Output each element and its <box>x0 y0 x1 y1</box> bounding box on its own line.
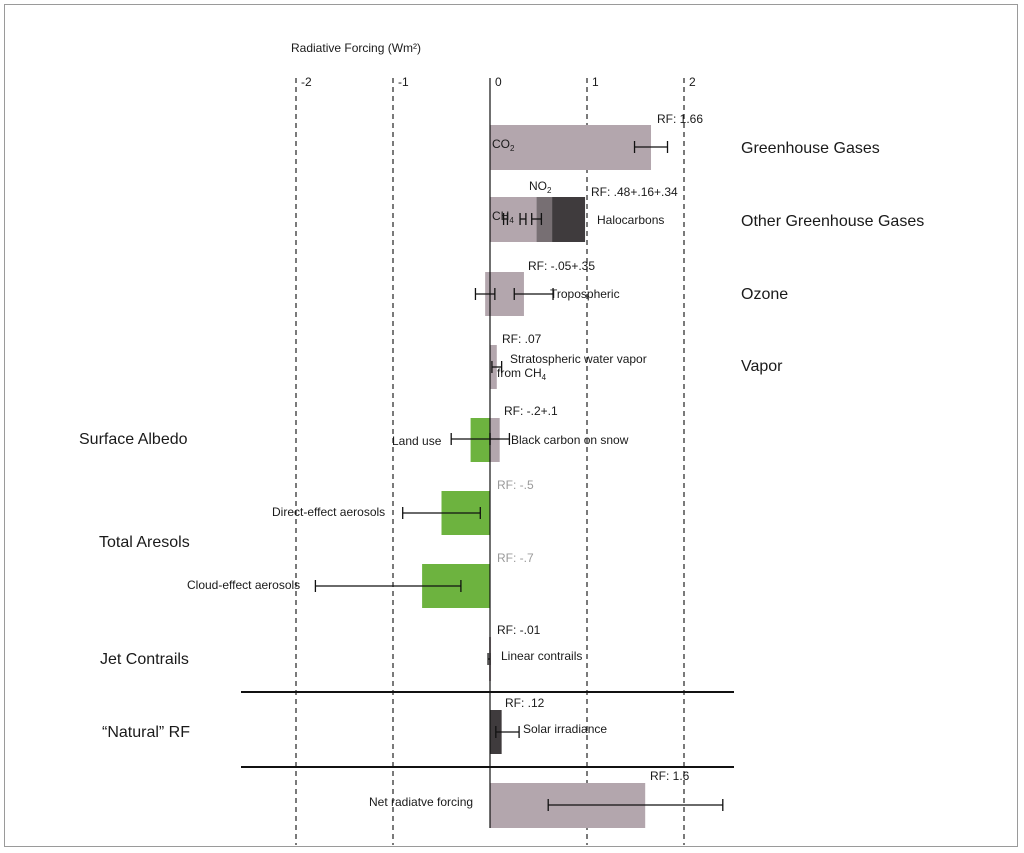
tick-label-2: 2 <box>689 75 696 89</box>
rf-label-albedo: RF: -.2+.1 <box>504 404 558 418</box>
bar-label-direct-aerosols: Direct-effect aerosols <box>272 505 385 519</box>
bar-co2 <box>490 125 652 170</box>
rf-label-co2: RF: 1.66 <box>657 112 703 126</box>
bar-halocarbons <box>552 197 586 242</box>
chart-frame <box>4 4 1018 847</box>
bar-label-strat-vapor-2: from CH4 <box>497 366 547 382</box>
tick-label-0: 0 <box>495 75 502 89</box>
category-natural-rf: “Natural” RF <box>102 724 190 741</box>
bar-label-ch4: CH4 <box>492 209 514 225</box>
bar-label-cloud-aerosols: Cloud-effect aerosols <box>187 578 300 592</box>
category-greenhouse-gases: Greenhouse Gases <box>741 140 880 157</box>
bar-no2 <box>536 197 553 242</box>
bar-label-solar: Solar irradiance <box>523 722 607 736</box>
bar-label-land-use: Land use <box>392 434 442 448</box>
tick-label-neg1: -1 <box>398 75 409 89</box>
bar-label-black-carbon: Black carbon on snow <box>511 433 629 447</box>
rf-label-contrails: RF: -.01 <box>497 623 541 637</box>
bar-land-use <box>470 418 490 462</box>
category-surface-albedo: Surface Albedo <box>79 431 188 448</box>
bar-label-halocarbons: Halocarbons <box>597 213 664 227</box>
rf-label-ozone: RF: -.05+.35 <box>528 259 595 273</box>
rf-label-vapor: RF: .07 <box>502 332 542 346</box>
category-total-aerosols: Total Aresols <box>99 534 190 551</box>
grid-lines <box>295 78 685 845</box>
rf-label-net: RF: 1.6 <box>650 769 690 783</box>
category-other-greenhouse-gases: Other Greenhouse Gases <box>741 213 924 230</box>
category-jet-contrails: Jet Contrails <box>100 651 189 668</box>
tick-label-neg2: -2 <box>301 75 312 89</box>
bar-label-co2: CO2 <box>492 137 515 153</box>
rf-label-cloud-aerosols: RF: -.7 <box>497 551 534 565</box>
category-vapor: Vapor <box>741 358 783 375</box>
category-ozone: Ozone <box>741 286 788 303</box>
bar-label-tropospheric: Tropospheric <box>550 287 620 301</box>
bar-label-net: Net radiatve forcing <box>369 795 473 809</box>
bar-label-linear-contrails: Linear contrails <box>501 649 582 663</box>
tick-label-1: 1 <box>592 75 599 89</box>
error-bars <box>314 141 724 811</box>
bars <box>422 125 652 828</box>
bar-ch4 <box>490 197 537 242</box>
chart-title: Radiative Forcing (Wm²) <box>291 41 421 55</box>
bar-label-strat-vapor: Stratospheric water vapor <box>510 352 647 366</box>
rf-label-other-ghg: RF: .48+.16+.34 <box>591 185 678 199</box>
rf-label-direct-aerosols: RF: -.5 <box>497 478 534 492</box>
rf-label-solar: RF: .12 <box>505 696 545 710</box>
bar-black-carbon-on-snow <box>490 418 500 462</box>
bar-label-no2: NO2 <box>529 179 552 195</box>
